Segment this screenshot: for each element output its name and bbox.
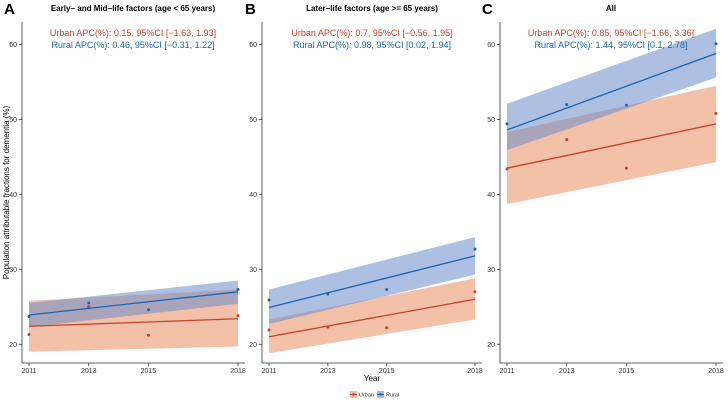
ci-band-rural <box>269 237 475 325</box>
data-point-urban <box>326 325 330 329</box>
fit-line-urban <box>268 298 476 338</box>
fit-line-rural <box>28 291 239 316</box>
panel-b: B Later−life factors (age >= 65 years) 20 3… <box>245 1 483 383</box>
y-tick-label: 40 <box>249 192 257 199</box>
data-point-rural <box>385 288 389 292</box>
data-point-rural <box>714 42 718 46</box>
data-point-rural <box>267 298 271 302</box>
data-point-rural <box>505 122 509 126</box>
data-point-rural <box>473 247 477 251</box>
x-tick-label: 2011 <box>21 368 36 375</box>
x-tick-label: 2011 <box>499 368 514 375</box>
fit-line-urban <box>28 318 239 327</box>
legend: Urban Rural <box>350 391 399 399</box>
y-tick-label: 60 <box>249 42 257 49</box>
y-tick-label: 40 <box>487 192 495 199</box>
apc-annotation-urban: Urban APC(%): 0.85, 95%CI [−1.66, 3.36] <box>528 28 694 38</box>
data-point-urban <box>385 326 389 330</box>
data-point-urban <box>146 333 150 337</box>
x-tick-label: 2018 <box>230 368 246 375</box>
y-tick-label: 60 <box>487 42 495 49</box>
y-tick-label: 20 <box>9 342 17 349</box>
y-tick-label: 50 <box>249 117 257 124</box>
data-point-rural <box>27 315 31 319</box>
legend-label: Rural <box>386 393 399 399</box>
panel-letter: B <box>245 1 256 18</box>
y-tick-label: 50 <box>9 117 17 124</box>
panel-title: Later−life factors (age >= 65 years) <box>306 4 438 13</box>
apc-annotation-urban: Urban APC(%): 0.7, 95%CI [−0.56, 1.95] <box>291 28 452 38</box>
data-point-rural <box>236 288 240 292</box>
apc-annotation-urban: Urban APC(%): 0.15, 95%CI [−1.63, 1.93] <box>50 28 216 38</box>
panel-c: C All 20 30 40 50 60 2011 2013 2015 2018 Urban APC(… <box>482 1 724 375</box>
apc-annotation-rural: Rural APC(%): 0.46, 95%CI [−0.31, 1.22] <box>51 40 214 50</box>
x-axis-title: Year <box>364 374 381 383</box>
data-point-rural <box>624 103 628 107</box>
data-point-urban <box>236 314 240 318</box>
x-tick-label: 2018 <box>467 368 483 375</box>
panel-letter: C <box>482 1 493 18</box>
x-tick-label: 2013 <box>81 368 97 375</box>
panel-title: Early− and Mid−life factors (age < 65 ye… <box>51 4 216 13</box>
y-tick-label: 30 <box>487 267 495 274</box>
data-point-rural <box>565 102 569 106</box>
data-point-rural <box>87 301 91 305</box>
panel-a: A Early− and Mid−life factors (age < 65 y… <box>2 1 246 375</box>
x-tick-label: 2015 <box>379 368 395 375</box>
y-tick-label: 40 <box>9 192 17 199</box>
ci-band-rural <box>507 28 716 151</box>
fit-line-urban <box>506 123 717 169</box>
apc-annotation-rural: Rural APC(%): 0.98, 95%CI [0.02, 1.94] <box>293 40 451 50</box>
legend-key-point <box>352 393 355 396</box>
y-tick-label: 20 <box>249 342 257 349</box>
y-tick-label: 20 <box>487 342 495 349</box>
panel-letter: A <box>4 1 15 18</box>
apc-annotation-rural: Rural APC(%): 1.44, 95%CI [0.1, 2.78] <box>534 40 687 50</box>
data-point-urban <box>505 167 509 171</box>
fit-line-rural <box>506 52 717 131</box>
x-tick-label: 2015 <box>141 368 157 375</box>
data-point-urban <box>624 166 628 170</box>
panel-title: All <box>606 4 616 13</box>
x-tick-label: 2015 <box>619 368 635 375</box>
data-point-urban <box>267 328 271 332</box>
y-tick-label: 30 <box>249 267 257 274</box>
y-tick-label: 60 <box>9 42 17 49</box>
data-point-urban <box>565 138 569 142</box>
x-tick-label: 2013 <box>320 368 336 375</box>
y-tick-label: 30 <box>9 267 17 274</box>
x-tick-label: 2018 <box>708 368 724 375</box>
data-point-urban <box>27 333 31 337</box>
fit-line-rural <box>268 255 476 309</box>
legend-label: Urban <box>359 393 374 399</box>
data-point-urban <box>473 290 477 294</box>
legend-key-point <box>379 393 382 396</box>
ci-band-urban <box>269 278 475 354</box>
y-tick-label: 50 <box>487 117 495 124</box>
y-axis-title: Population attributable fractions for de… <box>2 105 11 279</box>
data-point-urban <box>87 305 91 309</box>
ci-band-urban <box>507 85 716 205</box>
x-tick-label: 2011 <box>261 368 276 375</box>
data-point-rural <box>146 308 150 312</box>
data-point-rural <box>326 292 330 296</box>
data-point-urban <box>714 111 718 115</box>
x-tick-label: 2013 <box>559 368 575 375</box>
